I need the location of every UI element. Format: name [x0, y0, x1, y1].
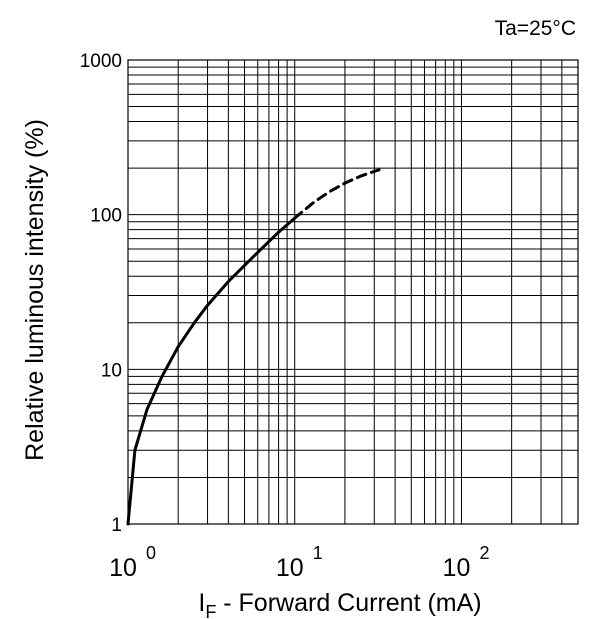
y-tick-label: 100 [90, 206, 122, 227]
y-tick-label: 1000 [80, 51, 122, 72]
series-layer [126, 168, 381, 526]
series-line-dashed [293, 168, 381, 220]
x-tick-base: 10 [443, 554, 471, 582]
x-tick-label: 10 [109, 554, 137, 582]
x-axis-label: IF - Forward Current (mA) [198, 589, 481, 619]
x-axis-label-main: I [198, 589, 205, 617]
x-tick-base: 10 [109, 554, 137, 582]
y-tick-labels: 1 10 100 1000 [80, 51, 122, 536]
x-tick-base: 10 [276, 554, 304, 582]
x-tick-exponent: 1 [313, 543, 323, 563]
x-tick-label: 10 [276, 554, 304, 582]
x-tick-exponent: 0 [146, 543, 156, 563]
y-axis-label: Relative luminous intensity (%) [21, 119, 49, 461]
grid [127, 59, 579, 525]
x-axis-label-rest: - Forward Current (mA) [216, 589, 481, 617]
y-tick-label: 10 [101, 360, 122, 381]
x-axis-label-subscript: F [205, 602, 216, 619]
x-tick-labels: 10 0 10 1 10 2 [109, 543, 489, 582]
series-line-solid [126, 216, 297, 526]
x-tick-exponent: 2 [479, 543, 489, 563]
condition-label: Ta=25°C [495, 17, 576, 40]
y-tick-label: 1 [111, 515, 122, 536]
plot-frame [127, 59, 579, 525]
x-tick-label: 10 [443, 554, 471, 582]
